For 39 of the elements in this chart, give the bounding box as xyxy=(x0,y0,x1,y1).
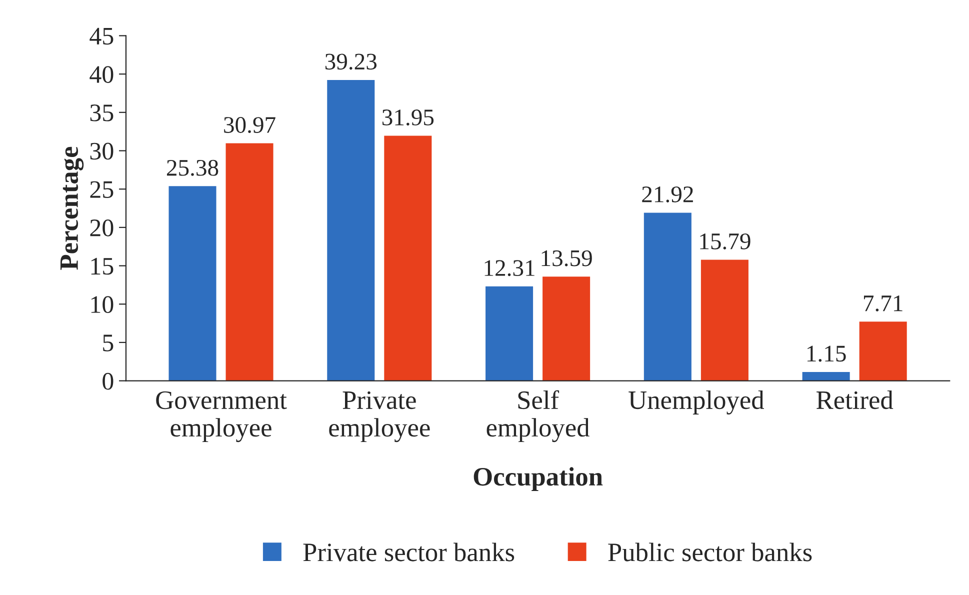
y-tick-label: 30 xyxy=(90,142,114,160)
x-tick-label: Government employee xyxy=(156,391,287,442)
data-label: 30.97 xyxy=(224,117,276,134)
y-tick-label: 0 xyxy=(102,372,114,390)
bar xyxy=(327,80,375,381)
x-axis-title: Occupation xyxy=(474,467,603,492)
y-tick-label: 40 xyxy=(90,66,114,83)
bar xyxy=(168,186,216,381)
bar xyxy=(802,372,850,381)
y-tick-label: 10 xyxy=(91,296,114,314)
x-tick-label: Private employee xyxy=(329,391,430,442)
bar xyxy=(700,260,748,381)
y-tick-label: 20 xyxy=(90,219,114,236)
y-tick-label: 15 xyxy=(91,258,114,275)
data-label: 21.92 xyxy=(642,186,693,202)
data-label: 31.95 xyxy=(382,110,434,126)
data-label: 15.79 xyxy=(700,233,750,250)
bar xyxy=(384,136,432,381)
bar xyxy=(226,143,274,381)
x-tick-label: Self employed xyxy=(486,390,590,442)
y-tick-label: 45 xyxy=(90,28,114,45)
data-label: 13.59 xyxy=(542,250,592,266)
data-label: 39.23 xyxy=(325,54,377,70)
bar xyxy=(859,322,907,381)
bar xyxy=(542,276,590,381)
bar xyxy=(486,286,534,381)
data-label: 1.15 xyxy=(807,346,846,362)
legend-label: Public sector banks xyxy=(608,542,812,562)
y-tick-label: 35 xyxy=(90,104,114,122)
legend-label: Private sector banks xyxy=(303,542,514,562)
y-tick-label: 5 xyxy=(103,334,114,352)
bar xyxy=(644,212,692,381)
data-label: 7.71 xyxy=(864,296,902,312)
x-tick-label: Retired xyxy=(816,390,894,410)
y-axis-title: Percentage xyxy=(60,146,84,270)
x-tick-label: Unemployed xyxy=(628,390,764,415)
data-label: 25.38 xyxy=(166,160,218,176)
data-label: 12.31 xyxy=(484,260,534,276)
y-tick-label: 25 xyxy=(90,181,114,198)
